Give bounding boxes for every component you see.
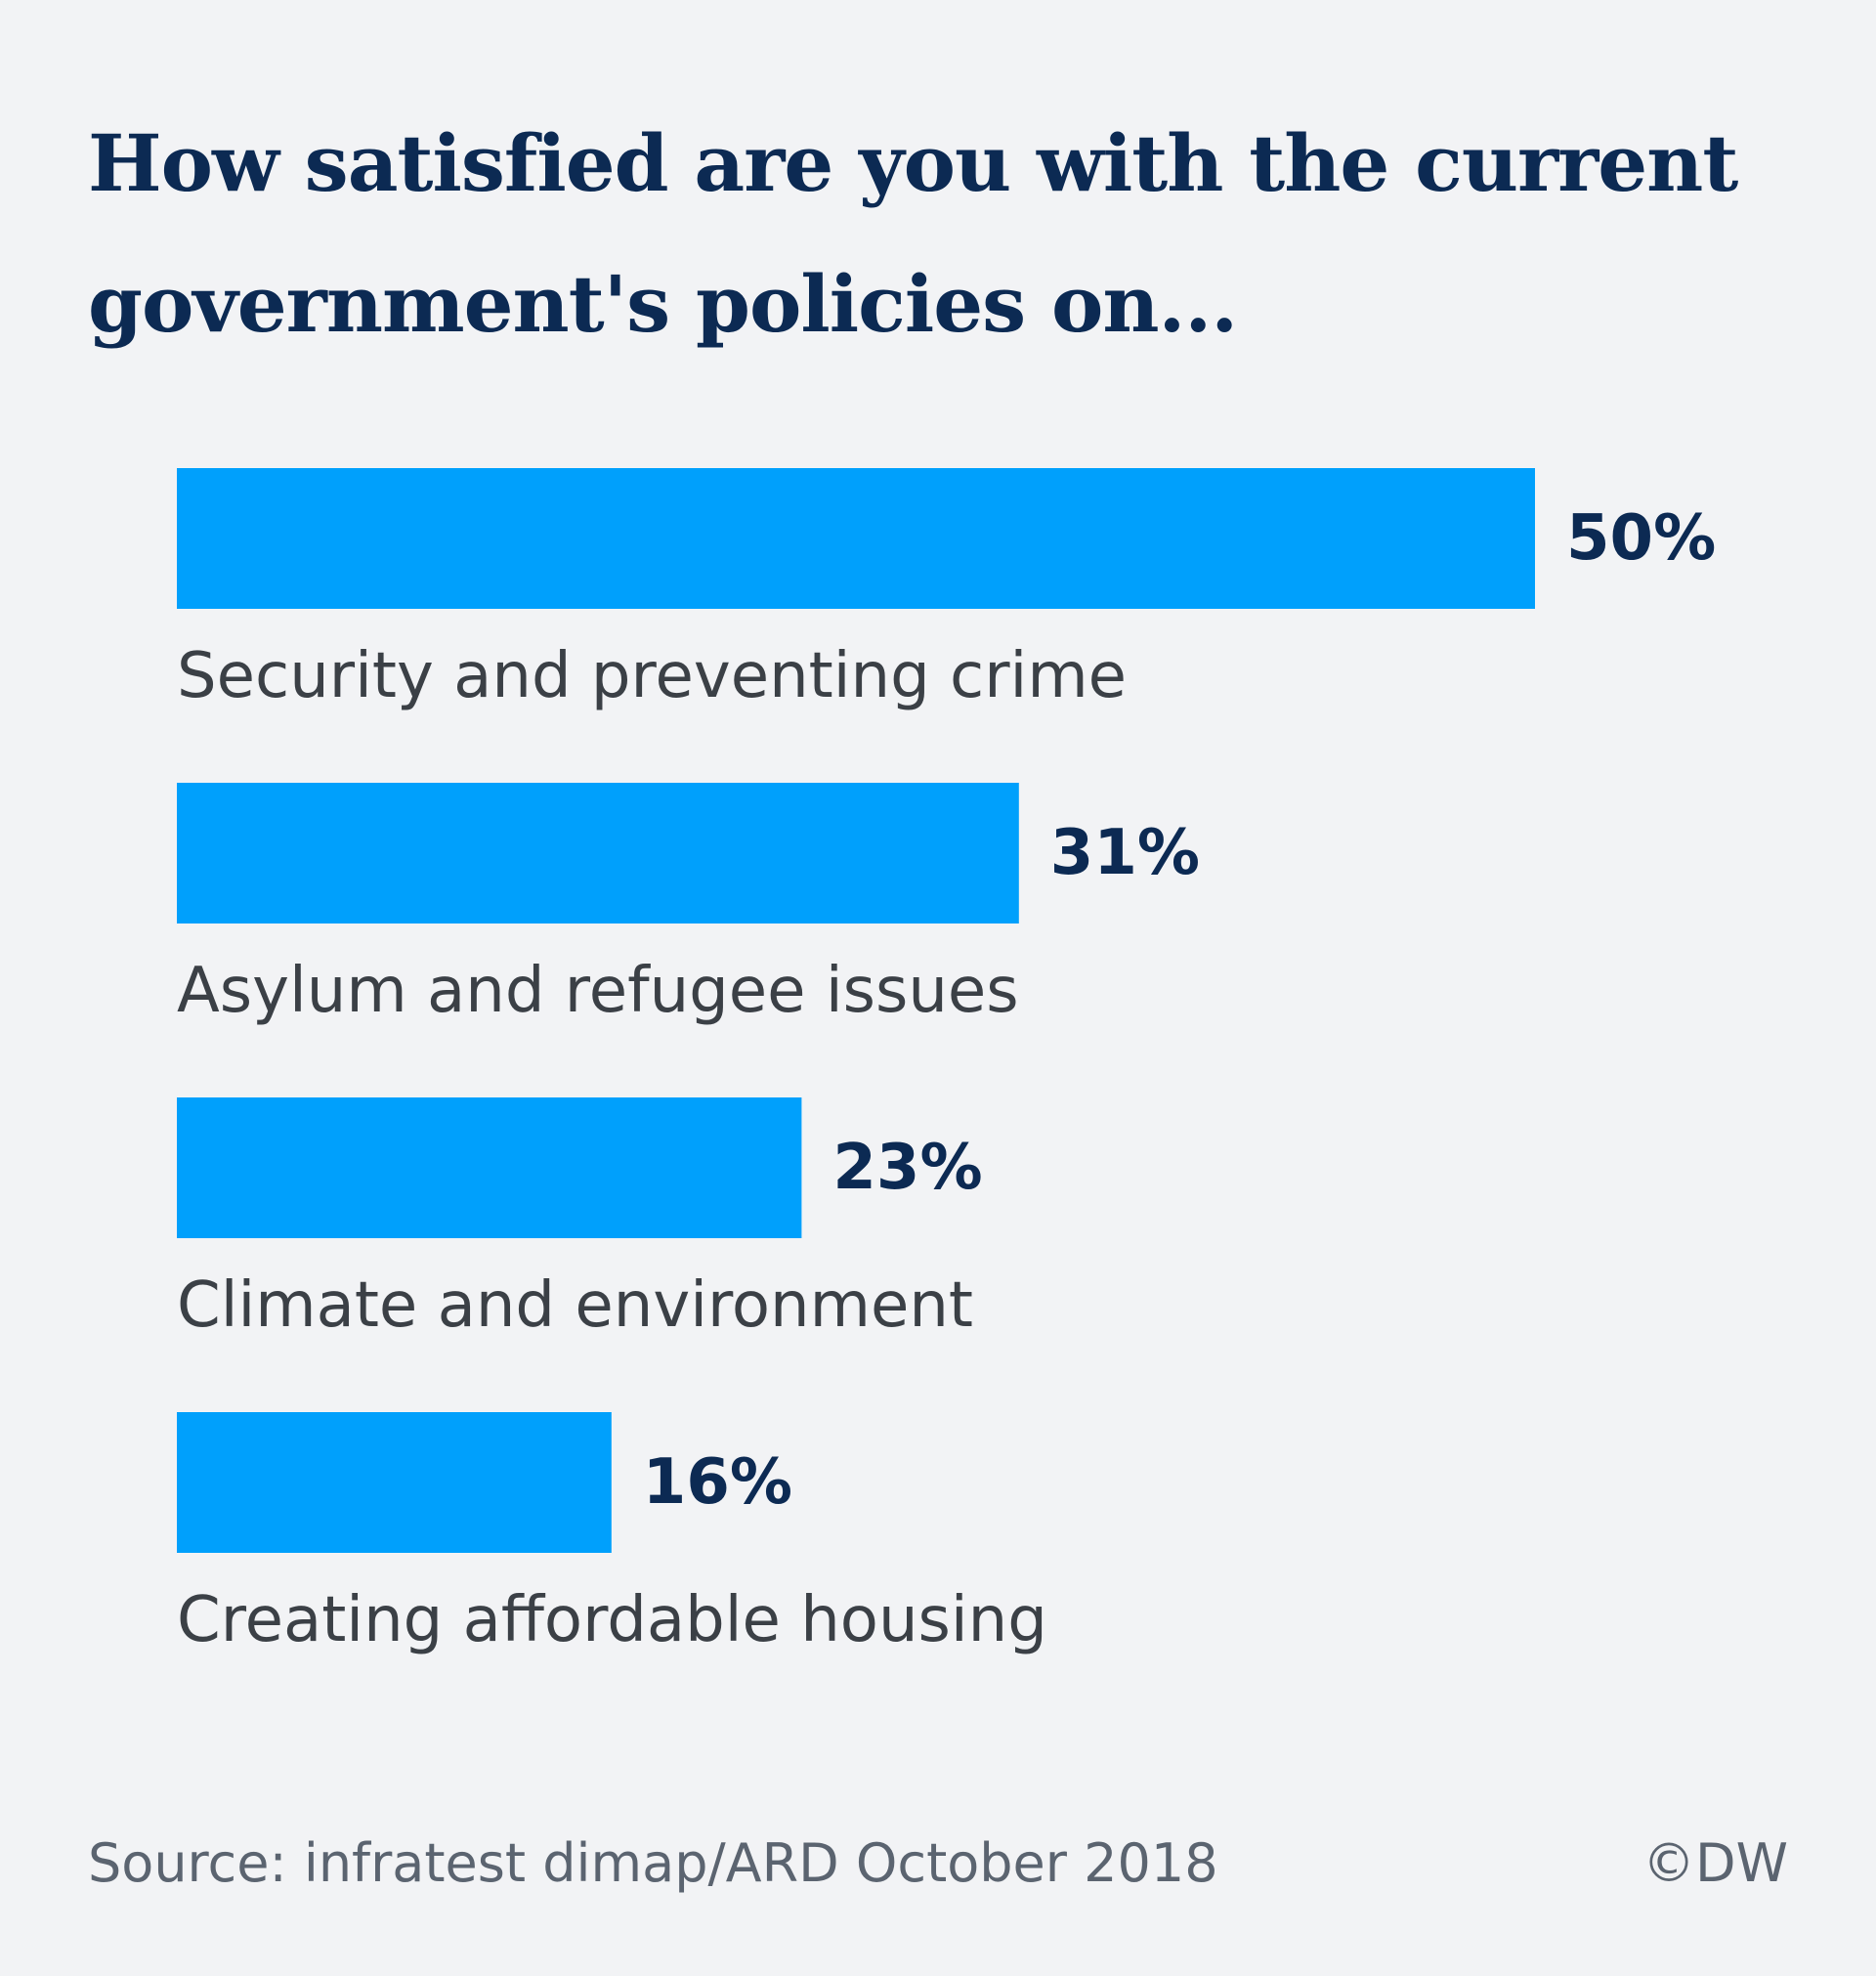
value-label: 31% (1050, 817, 1200, 889)
category-label: Asylum and refugee issues (177, 955, 1019, 1027)
category-label: Security and preventing crime (177, 640, 1127, 712)
credit-dw: ©DW (1642, 1832, 1788, 1894)
value-label: 50% (1566, 502, 1716, 575)
bar (177, 1097, 802, 1238)
category-label: Creating affordable housing (177, 1584, 1047, 1656)
bar (177, 1412, 612, 1553)
bar (177, 468, 1535, 609)
chart-title: How satisfied are you with the current g… (88, 117, 1738, 350)
value-label: 23% (832, 1132, 982, 1204)
source-note: Source: infratest dimap/ARD October 2018 (88, 1832, 1218, 1894)
bar (177, 783, 1019, 924)
value-label: 16% (643, 1446, 792, 1519)
category-label: Climate and environment (177, 1269, 973, 1342)
